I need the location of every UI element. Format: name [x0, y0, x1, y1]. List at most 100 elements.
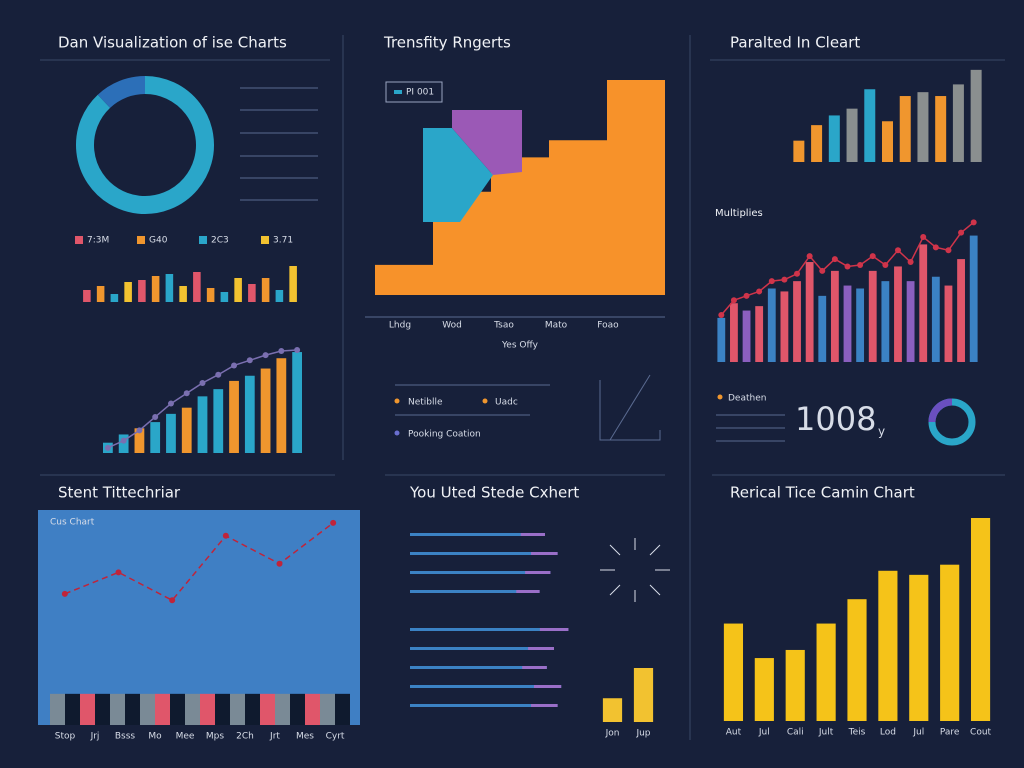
decor-lines — [240, 87, 785, 602]
line-point — [215, 371, 222, 378]
line-point — [970, 219, 977, 226]
legend-swatch — [261, 236, 269, 244]
bar — [931, 276, 940, 362]
line-point — [61, 590, 68, 597]
bar — [969, 235, 978, 362]
bar — [185, 693, 200, 725]
bar — [80, 693, 95, 725]
bar — [193, 272, 201, 302]
legend-swatch — [75, 236, 83, 244]
line-point — [781, 276, 788, 283]
bar — [410, 533, 545, 536]
bar — [793, 281, 801, 362]
bar — [179, 286, 187, 302]
bar — [181, 407, 192, 453]
x-tick-label: Jrt — [269, 732, 280, 742]
bar — [83, 290, 91, 302]
bar — [602, 698, 623, 722]
x-tick-label: Jup — [635, 729, 650, 739]
line-point — [882, 261, 889, 268]
bar-tip — [522, 666, 547, 669]
chart-title: Trensfity Rngerts — [383, 34, 511, 52]
line-point — [730, 297, 737, 304]
donut-segment — [76, 76, 214, 214]
line-point — [844, 263, 851, 270]
bar — [234, 278, 242, 302]
bar — [150, 422, 161, 453]
x-tick-label: Stop — [55, 732, 76, 742]
bar — [289, 266, 297, 302]
bar — [410, 571, 551, 574]
bar — [260, 368, 271, 453]
bar — [793, 140, 805, 162]
bar — [206, 288, 215, 302]
bar — [755, 306, 764, 362]
bar — [275, 693, 290, 725]
plot-bg — [38, 510, 360, 725]
line-point — [920, 234, 927, 241]
x-tick-label: Lod — [880, 728, 896, 738]
line-point — [276, 560, 283, 567]
x-tick-label: Jon — [605, 729, 620, 739]
line-point — [169, 597, 176, 604]
bar — [970, 69, 982, 162]
line-point — [246, 357, 253, 364]
x-tick-label: Cali — [787, 728, 804, 738]
bar — [717, 317, 726, 362]
bar — [261, 278, 270, 302]
bar — [292, 352, 303, 453]
line-point — [819, 267, 826, 274]
bar — [811, 125, 823, 162]
note-dot — [394, 430, 400, 436]
line-point — [231, 362, 238, 369]
legend-box — [385, 81, 443, 103]
legend-label: 7:3M — [87, 236, 109, 246]
bar-tip — [516, 590, 540, 593]
x-tick-label: Mps — [206, 732, 224, 742]
bar — [134, 428, 145, 453]
x-tick-label: Mo — [148, 732, 162, 742]
bar — [856, 288, 865, 362]
bar-tip — [533, 685, 562, 688]
bar — [229, 380, 239, 453]
bar — [816, 623, 836, 721]
bar — [940, 564, 960, 721]
shape — [423, 128, 493, 222]
bar — [151, 276, 160, 302]
x-tick-label: Lhdg — [389, 321, 411, 331]
line-point — [278, 348, 285, 355]
line — [64, 522, 334, 602]
bar — [320, 693, 335, 725]
stat-value: 1008 — [795, 400, 876, 438]
bar — [909, 574, 929, 721]
bar — [260, 693, 275, 725]
bar — [935, 96, 947, 162]
x-tick-label: Aut — [726, 728, 742, 738]
bar — [633, 668, 654, 722]
bar — [882, 121, 893, 162]
bar — [410, 552, 558, 555]
bar — [906, 281, 915, 362]
bar — [864, 89, 876, 162]
bar — [730, 303, 738, 362]
bar-tip — [528, 647, 554, 650]
bar — [410, 685, 562, 688]
bar-tip — [531, 552, 558, 555]
x-tick-label: Jult — [818, 728, 834, 738]
bar — [220, 292, 229, 302]
bar — [95, 693, 110, 725]
legend-swatch — [199, 236, 207, 244]
area — [375, 80, 665, 295]
bar — [230, 693, 245, 725]
line-point — [222, 532, 229, 539]
bar — [213, 389, 224, 453]
bar-tip — [520, 533, 545, 536]
line-point — [907, 259, 914, 266]
bar — [197, 396, 208, 453]
x-tick-label: Wod — [442, 321, 462, 331]
chart-title: Dan Visualization of ise Charts — [58, 34, 287, 52]
bar — [200, 693, 215, 725]
bar — [244, 375, 255, 453]
bar — [742, 310, 751, 362]
